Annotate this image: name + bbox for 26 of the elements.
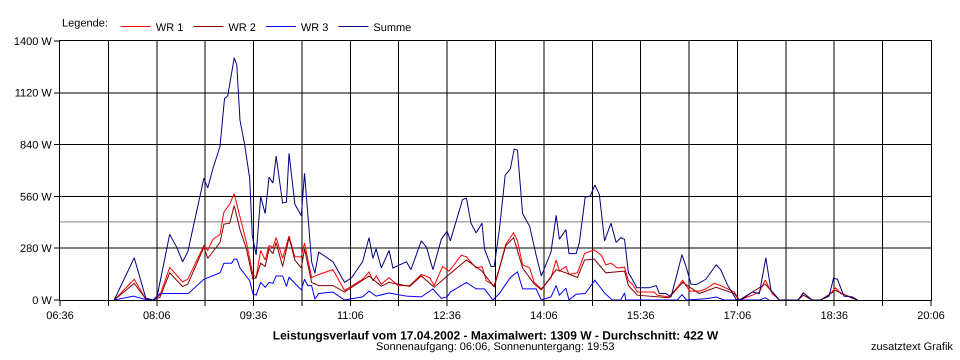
- x-tick-label: 06:36: [46, 310, 74, 322]
- x-tick-label: 11:06: [336, 310, 364, 322]
- legend-label: WR 3: [300, 22, 328, 34]
- y-tick-label: 840 W: [20, 139, 52, 152]
- y-tick-label: 0 W: [32, 294, 52, 307]
- y-tick-label: 560 W: [20, 191, 52, 204]
- y-tick-label: 1120 W: [14, 88, 52, 100]
- x-tick-label: 09:36: [240, 310, 268, 322]
- y-tick-label: 280 W: [20, 243, 52, 256]
- line-series: [114, 258, 770, 300]
- x-tick-label: 18:36: [820, 310, 848, 322]
- x-tick-label: 14:06: [530, 310, 558, 322]
- legend-label: WR 1: [156, 22, 184, 34]
- line-series: [114, 57, 858, 300]
- legend-title: Legende:: [62, 17, 108, 30]
- text: zusatztext Grafik: [871, 341, 954, 353]
- text: Sonnenaufgang: 06:06, Sonnenuntergang: 19:53: [376, 341, 615, 353]
- x-tick-label: 17:06: [724, 310, 752, 322]
- y-tick-label: 1400 W: [14, 36, 52, 48]
- legend-label: WR 2: [228, 22, 256, 34]
- text: Leistungsverlauf vom 17.04.2002 - Maximalwert: 1309 W - Durchschnitt: 422 W: [272, 328, 719, 343]
- x-tick-label: 20:06: [917, 310, 945, 322]
- x-tick-label: 08:06: [143, 310, 171, 322]
- legend-label: Summe: [373, 22, 412, 34]
- x-tick-label: 15:36: [626, 310, 654, 322]
- x-tick-label: 12:36: [433, 310, 461, 322]
